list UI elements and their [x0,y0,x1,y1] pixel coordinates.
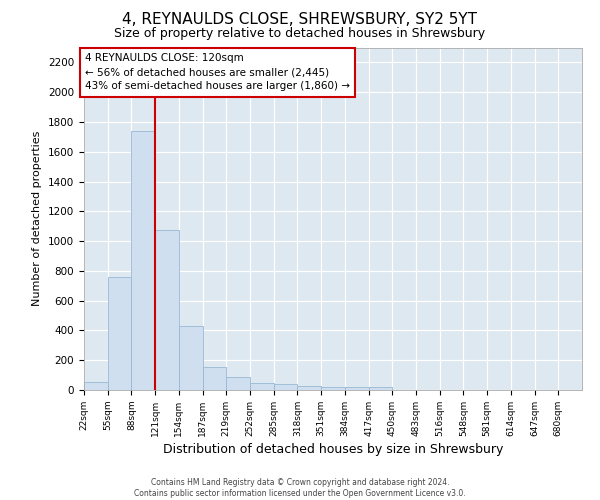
Bar [274,384,298,390]
Bar [226,378,250,390]
Bar [250,383,274,390]
Bar [321,388,345,390]
Text: Size of property relative to detached houses in Shrewsbury: Size of property relative to detached ho… [115,28,485,40]
Bar [203,367,226,390]
Bar [298,386,321,390]
Text: 4, REYNAULDS CLOSE, SHREWSBURY, SY2 5YT: 4, REYNAULDS CLOSE, SHREWSBURY, SY2 5YT [122,12,478,28]
Bar [368,388,392,390]
Bar [179,326,203,390]
X-axis label: Distribution of detached houses by size in Shrewsbury: Distribution of detached houses by size … [163,443,503,456]
Text: Contains HM Land Registry data © Crown copyright and database right 2024.
Contai: Contains HM Land Registry data © Crown c… [134,478,466,498]
Bar [84,382,108,390]
Bar [155,230,179,390]
Bar [345,388,368,390]
Bar [131,131,155,390]
Y-axis label: Number of detached properties: Number of detached properties [32,131,43,306]
Bar [108,277,131,390]
Text: 4 REYNAULDS CLOSE: 120sqm
← 56% of detached houses are smaller (2,445)
43% of se: 4 REYNAULDS CLOSE: 120sqm ← 56% of detac… [85,54,350,92]
